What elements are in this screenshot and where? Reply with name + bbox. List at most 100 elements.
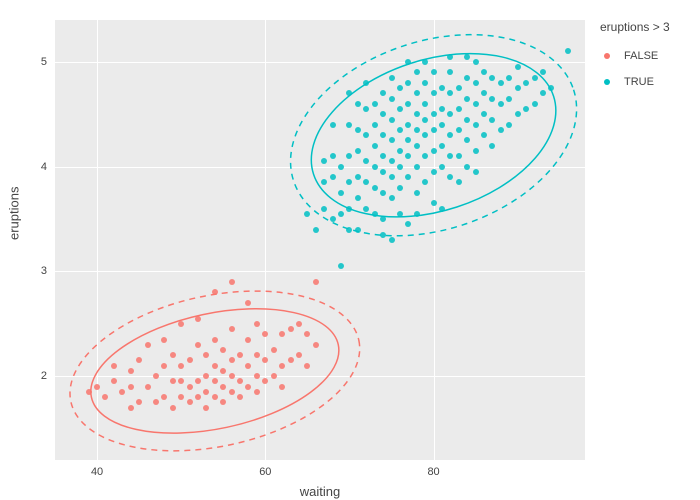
scatter-point: [245, 384, 251, 390]
scatter-point: [481, 90, 487, 96]
scatter-point: [304, 331, 310, 337]
scatter-point: [414, 127, 420, 133]
scatter-point: [380, 132, 386, 138]
scatter-point: [405, 122, 411, 128]
scatter-point: [178, 394, 184, 400]
x-axis-label: waiting: [300, 484, 340, 499]
scatter-point: [237, 394, 243, 400]
scatter-point: [540, 90, 546, 96]
legend-title: eruptions > 3: [600, 20, 670, 34]
scatter-point: [86, 389, 92, 395]
scatter-point: [245, 300, 251, 306]
scatter-point: [464, 54, 470, 60]
scatter-point: [212, 363, 218, 369]
scatter-point: [296, 352, 302, 358]
scatter-point: [153, 373, 159, 379]
scatter-point: [254, 373, 260, 379]
scatter-point: [414, 190, 420, 196]
scatter-point: [431, 200, 437, 206]
scatter-point: [372, 185, 378, 191]
scatter-point: [237, 378, 243, 384]
scatter-point: [473, 101, 479, 107]
scatter-point: [481, 111, 487, 117]
scatter-point: [363, 106, 369, 112]
scatter-point: [515, 111, 521, 117]
scatter-point: [439, 122, 445, 128]
scatter-point: [397, 164, 403, 170]
scatter-point: [355, 101, 361, 107]
scatter-point: [355, 127, 361, 133]
scatter-point: [464, 137, 470, 143]
scatter-point: [422, 132, 428, 138]
scatter-point: [489, 96, 495, 102]
legend: FALSE TRUE: [604, 50, 658, 102]
scatter-point: [178, 378, 184, 384]
scatter-point: [254, 389, 260, 395]
scatter-point: [372, 164, 378, 170]
scatter-point: [397, 185, 403, 191]
scatter-point: [161, 337, 167, 343]
scatter-point: [532, 101, 538, 107]
scatter-point: [481, 132, 487, 138]
scatter-point: [414, 111, 420, 117]
x-tick-label: 60: [259, 466, 271, 478]
scatter-point: [229, 373, 235, 379]
scatter-point: [447, 174, 453, 180]
scatter-point: [279, 331, 285, 337]
scatter-point: [355, 148, 361, 154]
scatter-point: [372, 101, 378, 107]
legend-label: FALSE: [624, 50, 658, 62]
scatter-point: [128, 368, 134, 374]
scatter-point: [422, 101, 428, 107]
scatter-point: [380, 153, 386, 159]
scatter-point: [178, 321, 184, 327]
scatter-point: [473, 80, 479, 86]
scatter-point: [447, 69, 453, 75]
scatter-point: [422, 153, 428, 159]
scatter-point: [128, 384, 134, 390]
scatter-point: [346, 206, 352, 212]
legend-item[interactable]: FALSE: [604, 50, 658, 62]
scatter-point: [447, 132, 453, 138]
scatter-point: [456, 85, 462, 91]
scatter-point: [212, 378, 218, 384]
scatter-point: [405, 137, 411, 143]
scatter-point: [279, 384, 285, 390]
scatter-point: [288, 357, 294, 363]
scatter-point: [288, 326, 294, 332]
scatter-point: [422, 179, 428, 185]
scatter-point: [532, 75, 538, 81]
scatter-point: [195, 394, 201, 400]
scatter-point: [506, 75, 512, 81]
scatter-point: [380, 169, 386, 175]
scatter-point: [313, 279, 319, 285]
scatter-point: [296, 321, 302, 327]
scatter-point: [363, 158, 369, 164]
scatter-point: [321, 158, 327, 164]
scatter-point: [447, 90, 453, 96]
y-tick-label: 3: [41, 265, 47, 277]
scatter-point: [330, 174, 336, 180]
scatter-point: [389, 174, 395, 180]
scatter-point: [548, 85, 554, 91]
scatter-point: [456, 179, 462, 185]
scatter-point: [321, 206, 327, 212]
scatter-point: [489, 143, 495, 149]
legend-item[interactable]: TRUE: [604, 76, 658, 88]
scatter-point: [254, 352, 260, 358]
x-tick-label: 80: [427, 466, 439, 478]
scatter-point: [380, 232, 386, 238]
scatter-point: [338, 164, 344, 170]
scatter-point: [456, 153, 462, 159]
scatter-point: [145, 384, 151, 390]
legend-dot-icon: [604, 79, 610, 85]
scatter-point: [346, 153, 352, 159]
scatter-point: [346, 179, 352, 185]
scatter-point: [397, 106, 403, 112]
scatter-point: [203, 389, 209, 395]
scatter-point: [431, 69, 437, 75]
gridline-v: [97, 20, 98, 460]
scatter-point: [170, 378, 176, 384]
scatter-point: [431, 127, 437, 133]
scatter-point: [397, 85, 403, 91]
